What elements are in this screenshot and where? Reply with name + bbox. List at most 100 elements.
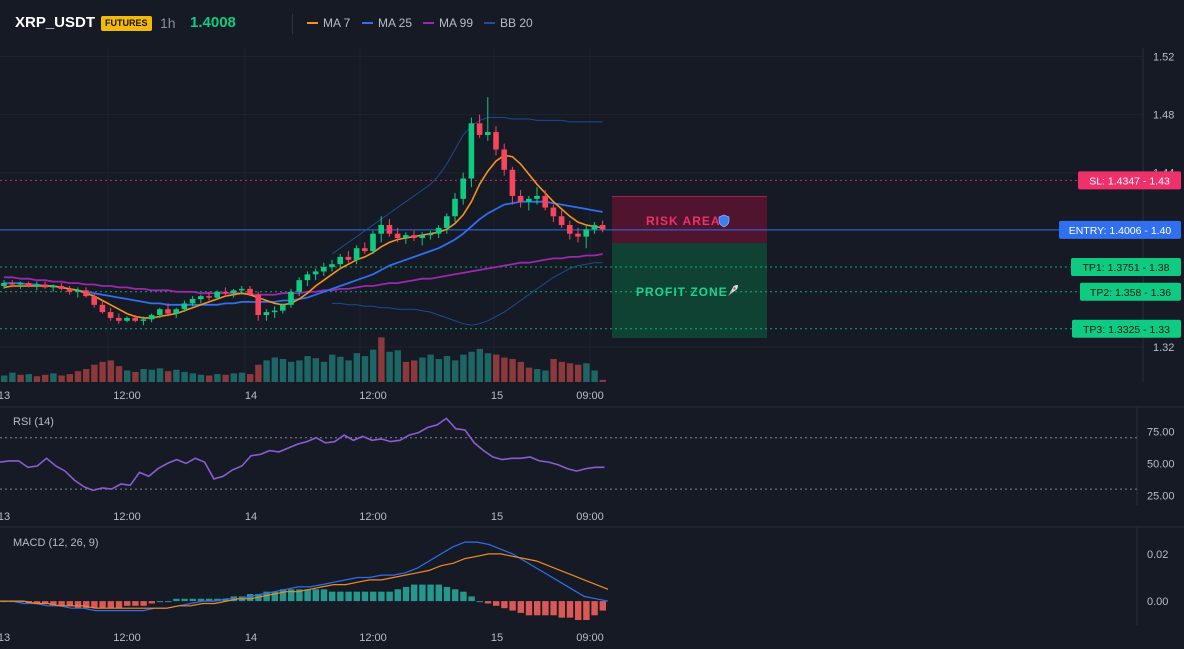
- price-axis: 1.521.481.441.32: [1153, 52, 1174, 354]
- macd-histogram-bar: [411, 584, 418, 602]
- candle-body: [148, 315, 155, 320]
- risk-area-zone: [612, 196, 767, 243]
- price-tick-label: 1.48: [1153, 110, 1174, 122]
- time-label: 13: [0, 511, 10, 523]
- macd-histogram-bar: [329, 591, 336, 602]
- entry-tag-bg: [1059, 220, 1181, 239]
- volume-bar: [247, 374, 254, 382]
- volume-bar: [271, 357, 278, 382]
- volume-bar: [386, 351, 393, 382]
- candle-body: [476, 123, 483, 135]
- macd-histogram-bar: [247, 594, 254, 602]
- candle-body: [599, 224, 606, 230]
- candle-body: [362, 248, 368, 252]
- volume-bar: [337, 356, 344, 382]
- candle-body: [271, 310, 278, 313]
- candle-body: [1, 283, 7, 286]
- macd-title: MACD (12, 26, 9): [13, 537, 99, 549]
- macd-histogram-bar: [74, 601, 82, 609]
- candle-body: [263, 312, 270, 316]
- macd-histogram-bar: [296, 589, 303, 602]
- time-label: 12:00: [113, 390, 141, 402]
- candle-body: [567, 224, 573, 234]
- symbol-label[interactable]: XRP_USDT: [15, 14, 96, 31]
- legend-ma7[interactable]: MA 7: [307, 16, 350, 30]
- volume-bar: [25, 374, 32, 382]
- macd-signal-line: [0, 553, 609, 609]
- macd-histogram-bar: [419, 584, 426, 602]
- macd-histogram-bar: [550, 601, 557, 616]
- volume-bar: [394, 350, 401, 382]
- bb-lower-line: [332, 262, 603, 326]
- macd-histogram-bar: [509, 601, 516, 611]
- macd-histogram-bar: [189, 598, 196, 602]
- volume-bar: [329, 354, 336, 382]
- bb20-swatch: [484, 22, 495, 24]
- time-label: 13: [0, 390, 10, 402]
- volume-bar: [591, 370, 598, 382]
- timeframe-label[interactable]: 1h: [160, 15, 176, 31]
- candle-body: [157, 309, 163, 316]
- macd-histogram-bar: [378, 591, 385, 602]
- candle-body: [550, 207, 557, 217]
- candle-body: [206, 296, 212, 298]
- bb-upper-line: [331, 117, 603, 255]
- legend-bb20[interactable]: BB 20: [484, 16, 533, 30]
- entry-tag: ENTRY: 1.4006 - 1.40: [1069, 225, 1172, 237]
- macd-histogram-bar: [288, 589, 295, 602]
- candle-body: [173, 309, 179, 314]
- volume-bar: [402, 361, 410, 382]
- rsi-title: RSI (14): [13, 416, 54, 428]
- candle-body: [321, 267, 327, 272]
- volume-bar: [74, 371, 82, 382]
- tp2-tag: TP2: 1.358 - 1.36: [1090, 287, 1171, 299]
- volume-bar: [156, 368, 164, 382]
- candle-body: [107, 312, 114, 318]
- volume-bar: [214, 374, 221, 382]
- candle-body: [526, 198, 532, 202]
- volume-bar: [575, 364, 582, 382]
- volume-bar: [181, 371, 188, 382]
- tp1-tag: TP1: 1.3751 - 1.38: [1083, 262, 1170, 274]
- volume-bar: [304, 356, 311, 382]
- macd-histogram-bar: [173, 598, 180, 602]
- volume-bar: [33, 376, 41, 382]
- macd-histogram-bar: [132, 601, 139, 606]
- candle-body: [468, 123, 475, 179]
- macd-histogram-bar: [542, 601, 549, 616]
- volume-bar: [484, 353, 492, 382]
- macd-histogram-bar: [83, 601, 90, 609]
- candle-body: [534, 195, 540, 199]
- candle-body: [329, 264, 335, 268]
- rsi-tick-label: 75.00: [1147, 426, 1175, 438]
- volume-bar: [255, 364, 262, 382]
- risk-area-top-edge: [612, 196, 767, 197]
- legend-ma99[interactable]: MA 99: [423, 16, 473, 30]
- volume-bar: [411, 360, 418, 382]
- bb20-label: BB 20: [500, 16, 533, 30]
- macd-histogram-bar: [337, 591, 344, 602]
- ma25-swatch: [362, 22, 373, 24]
- macd-histogram-bar: [279, 589, 287, 602]
- macd-histogram-bar: [58, 601, 65, 606]
- legend-ma25[interactable]: MA 25: [362, 16, 412, 30]
- macd-histogram-bar: [452, 589, 459, 602]
- candle-body: [255, 294, 261, 316]
- ma7-label: MA 7: [323, 16, 351, 30]
- macd-histogram-bar: [402, 586, 410, 602]
- futures-badge: FUTURES: [101, 16, 152, 31]
- ma99-line: [4, 253, 603, 296]
- time-label: 09:00: [576, 632, 604, 644]
- volume-bar: [17, 374, 24, 382]
- macd-histogram-bar: [468, 596, 475, 602]
- header-divider: [292, 14, 293, 34]
- macd-histogram-bar: [42, 601, 49, 604]
- macd-histogram-bar: [345, 591, 352, 602]
- macd-histogram-bar: [91, 601, 98, 609]
- tp1-tag-bg: [1071, 257, 1181, 276]
- macd-histogram-bar: [107, 601, 114, 609]
- candle-body: [435, 227, 442, 234]
- macd-histogram-bar: [517, 601, 524, 613]
- candle-body: [460, 178, 466, 199]
